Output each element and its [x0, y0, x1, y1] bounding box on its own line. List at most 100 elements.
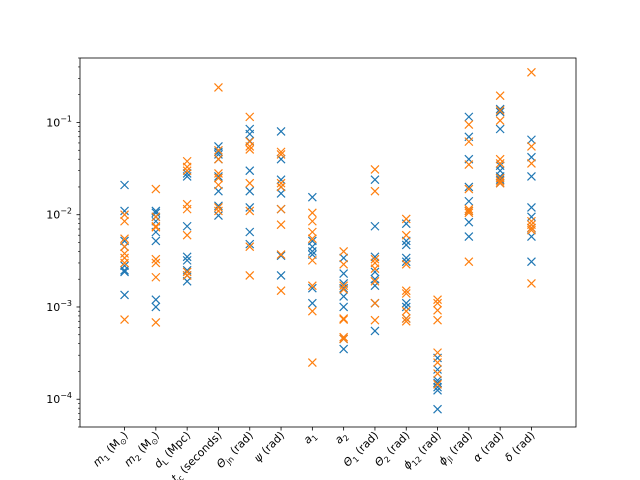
data-point	[370, 274, 380, 284]
data-point	[339, 247, 349, 256]
data-point	[495, 175, 505, 185]
data-point	[527, 158, 536, 168]
data-point	[433, 315, 442, 325]
solar-mass-symbol: ⊙	[149, 436, 160, 447]
data-point	[370, 267, 380, 277]
data-point	[433, 379, 442, 389]
data-point	[276, 204, 286, 214]
data-point	[120, 249, 129, 258]
data-point	[120, 290, 129, 300]
data-point	[401, 302, 411, 312]
data-point	[245, 203, 255, 212]
data-point	[339, 314, 349, 323]
data-point	[276, 147, 286, 157]
data-point	[120, 258, 129, 268]
data-point	[276, 250, 286, 259]
data-point	[339, 259, 349, 269]
data-point	[214, 180, 223, 190]
data-point	[307, 192, 317, 202]
data-point	[464, 217, 474, 227]
data-point	[182, 270, 192, 280]
data-point	[214, 206, 223, 216]
data-point	[120, 242, 129, 252]
data-point	[495, 178, 505, 188]
data-point	[401, 316, 411, 326]
data-point	[120, 210, 129, 220]
data-point	[245, 142, 255, 151]
data-point	[464, 232, 474, 241]
data-point	[401, 286, 411, 296]
data-point	[495, 154, 505, 164]
data-point	[120, 315, 129, 325]
data-point	[433, 382, 442, 392]
data-point	[464, 112, 474, 122]
data-point	[276, 270, 286, 280]
data-point	[401, 298, 411, 308]
data-point	[151, 222, 161, 232]
data-point	[245, 178, 255, 188]
data-point	[276, 150, 286, 159]
data-point	[433, 365, 442, 374]
y-tick-label: 10−2	[46, 207, 72, 222]
data-point	[370, 315, 380, 325]
data-point	[182, 221, 192, 231]
data-point	[339, 284, 349, 294]
data-point	[182, 230, 192, 240]
data-point	[370, 254, 380, 264]
data-point	[464, 137, 474, 147]
data-point	[464, 120, 474, 129]
data-point	[339, 334, 349, 344]
data-point	[276, 251, 286, 261]
data-point	[527, 172, 536, 181]
data-point	[370, 164, 380, 174]
data-point	[182, 162, 192, 172]
data-point	[151, 254, 161, 264]
data-point	[339, 332, 349, 342]
data-point	[464, 257, 474, 267]
solar-mass-symbol: ⊙	[118, 436, 129, 447]
data-point	[182, 255, 192, 265]
data-point	[433, 404, 442, 414]
data-point	[527, 212, 536, 222]
data-point	[433, 298, 442, 308]
data-point	[307, 281, 317, 291]
data-point	[307, 247, 317, 256]
data-point	[370, 264, 380, 274]
data-point	[276, 182, 286, 192]
data-point	[527, 216, 536, 226]
data-point	[401, 257, 411, 267]
x-tick-label: δ (rad)	[502, 429, 537, 464]
data-point	[307, 208, 317, 218]
data-point	[527, 232, 536, 241]
data-point	[276, 126, 286, 136]
data-point	[307, 283, 317, 293]
data-point	[120, 234, 129, 244]
data-point	[495, 176, 505, 186]
data-point	[214, 203, 223, 212]
data-point	[151, 272, 161, 282]
data-point	[527, 135, 536, 145]
data-point	[401, 314, 411, 323]
data-point	[182, 169, 192, 178]
data-point	[151, 318, 161, 327]
data-point	[527, 67, 536, 77]
data-point	[120, 267, 129, 277]
data-point	[433, 375, 442, 385]
data-point	[182, 252, 192, 262]
data-point	[276, 286, 286, 296]
data-point	[307, 306, 317, 316]
data-point	[182, 166, 192, 176]
data-point	[370, 298, 380, 308]
plot-frame	[79, 57, 577, 428]
data-point	[214, 173, 223, 183]
data-point	[214, 172, 223, 181]
data-point	[151, 221, 161, 231]
data-point	[339, 253, 349, 263]
data-point	[307, 358, 317, 367]
data-point	[433, 348, 442, 358]
data-point	[339, 281, 349, 291]
data-point	[339, 269, 349, 279]
data-point	[464, 208, 474, 218]
data-point	[120, 180, 129, 190]
